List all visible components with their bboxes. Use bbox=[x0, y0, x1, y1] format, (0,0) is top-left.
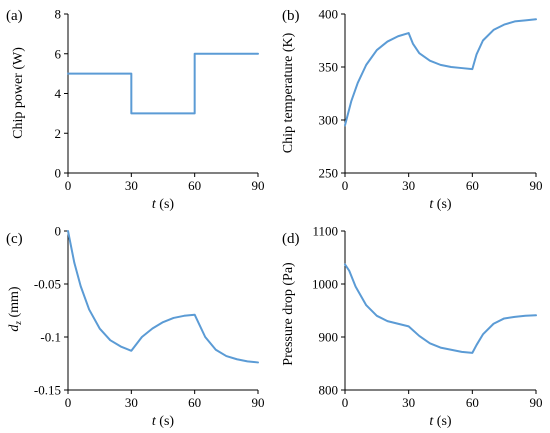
panel-d-x-tick-label: 0 bbox=[342, 395, 349, 410]
panel-b-label: (b) bbox=[282, 8, 300, 24]
panel-d-x-tick-label: 60 bbox=[466, 395, 479, 410]
panel-a-x-tick-label: 0 bbox=[65, 178, 72, 193]
panel-b-y-tick-label: 300 bbox=[319, 113, 339, 128]
panel-c-x-tick-label: 0 bbox=[65, 395, 72, 410]
panel-c-y-tick-label: -0.1 bbox=[40, 330, 61, 345]
panel-a-y-tick-label: 0 bbox=[55, 166, 62, 181]
panel-b-x-tick-label: 30 bbox=[402, 178, 415, 193]
panel-b: (b) Chip temperature (K) 250 300 350 400 0 30… bbox=[281, 7, 543, 213]
panel-d-series-line bbox=[344, 263, 537, 354]
panel-a-label: (a) bbox=[6, 8, 23, 24]
panel-c-x-tick-label: 30 bbox=[125, 395, 138, 410]
panel-d-x-axis-label: t (s) bbox=[429, 414, 452, 429]
panel-a-x-tick-label: 30 bbox=[125, 178, 138, 193]
panel-b-x-tick-label: 60 bbox=[466, 178, 479, 193]
panel-a-x-axis-label: t (s) bbox=[152, 197, 175, 212]
panel-a-x-tick-label: 90 bbox=[252, 178, 265, 193]
panel-b-x-tick-label: 0 bbox=[342, 178, 349, 193]
panel-d-y-tick-label: 1100 bbox=[312, 224, 338, 239]
panel-a-y-tick-label: 4 bbox=[55, 86, 62, 101]
panel-d-y-tick-label: 900 bbox=[319, 330, 339, 345]
panel-c-y-tick-label: -0.05 bbox=[34, 277, 61, 292]
panel-c-label: (c) bbox=[6, 231, 23, 247]
panel-c-y-tick-label: -0.15 bbox=[34, 383, 61, 398]
panel-b-x-tick-label: 90 bbox=[530, 178, 543, 193]
panel-d-label: (d) bbox=[282, 231, 300, 247]
panel-c-plot: 0 -0.05 -0.1 -0.15 0 30 60 90 t (s) bbox=[34, 224, 265, 430]
panel-d-plot: 800 900 1000 1100 0 30 60 90 t (s) bbox=[312, 224, 543, 430]
panel-d-x-tick-label: 30 bbox=[402, 395, 415, 410]
panel-c-series-line bbox=[67, 230, 259, 364]
panel-c-x-tick-label: 60 bbox=[188, 395, 201, 410]
panel-a: (a) Chip power (W) 0 2 4 6 8 0 30 60 90 t (s) bbox=[6, 7, 265, 213]
panel-d-y-axis-label: Pressure drop (Pa) bbox=[281, 262, 296, 366]
panel-a-plot: 0 2 4 6 8 0 30 60 90 t (s) bbox=[55, 7, 265, 213]
panel-a-series-line bbox=[67, 52, 259, 115]
panel-b-y-tick-label: 350 bbox=[319, 60, 339, 75]
panel-c: (c) dz (mm) 0 -0.05 -0.1 -0.15 0 30 60 90 t (s) bbox=[6, 224, 265, 430]
panel-a-y-tick-label: 8 bbox=[55, 7, 62, 22]
panel-a-y-axis-label: Chip power (W) bbox=[11, 47, 26, 139]
panel-a-x-tick-label: 60 bbox=[188, 178, 201, 193]
panel-b-y-tick-label: 250 bbox=[319, 166, 339, 181]
panel-c-x-tick-label: 90 bbox=[252, 395, 265, 410]
panel-c-x-axis-label: t (s) bbox=[152, 414, 175, 429]
panel-d: (d) Pressure drop (Pa) 800 900 1000 1100 0 30… bbox=[281, 224, 543, 430]
panel-c-y-axis-label-text: dz (mm) bbox=[7, 286, 23, 331]
panel-a-y-tick-label: 2 bbox=[55, 126, 62, 141]
panel-a-y-tick-label: 6 bbox=[55, 46, 62, 61]
panel-d-x-tick-label: 90 bbox=[530, 395, 543, 410]
panel-d-y-tick-label: 800 bbox=[319, 383, 339, 398]
panel-b-series-line bbox=[344, 18, 537, 127]
panel-c-y-axis-label: dz (mm) bbox=[7, 286, 23, 331]
panel-b-y-tick-label: 400 bbox=[319, 7, 339, 22]
panel-b-x-axis-label: t (s) bbox=[429, 197, 452, 212]
panel-c-y-tick-label: 0 bbox=[55, 224, 62, 239]
panel-d-y-tick-label: 1000 bbox=[312, 277, 338, 292]
panel-b-y-axis-label: Chip temperature (K) bbox=[281, 32, 296, 153]
panel-b-plot: 250 300 350 400 0 30 60 90 t (s) bbox=[319, 7, 543, 213]
